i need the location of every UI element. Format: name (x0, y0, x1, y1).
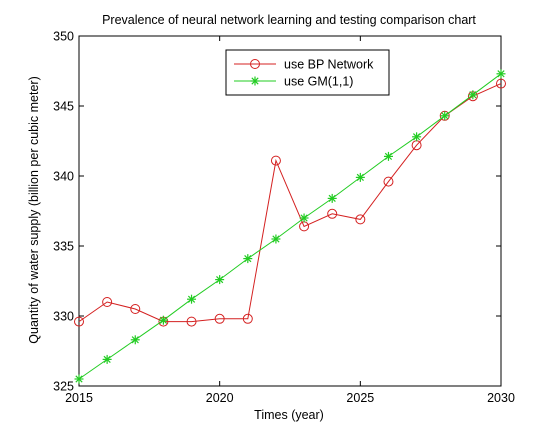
y-tick-label: 325 (53, 380, 74, 394)
y-axis-label: Quantity of water supply (billion per cu… (27, 76, 41, 343)
series-1-point (468, 90, 478, 100)
x-tick-label: 2015 (65, 391, 93, 405)
series-0-point (74, 316, 84, 327)
x-tick-label: 2025 (346, 391, 374, 405)
series-1-point (299, 213, 309, 223)
y-tick-label: 350 (53, 30, 74, 44)
series-1-point (130, 335, 140, 345)
x-tick-label: 2020 (206, 391, 234, 405)
series-0-point (242, 313, 253, 324)
legend-label-1: use GM(1,1) (284, 75, 353, 89)
series-0-point (355, 214, 366, 225)
legend-box (225, 49, 390, 96)
y-axis-ticks: 325 330 335 340 345 350 (53, 30, 501, 394)
series-1-point (74, 374, 84, 384)
series-1-point (355, 172, 365, 182)
legend-label-0: use BP Network (284, 58, 374, 72)
series-1-point (102, 354, 112, 364)
series-line-0 (78, 83, 502, 323)
y-tick-label: 345 (53, 100, 74, 114)
y-tick-label: 335 (53, 240, 74, 254)
series-0-point (383, 176, 394, 187)
series-1-point (215, 275, 225, 285)
series-line-1 (78, 73, 502, 380)
series-1-point (158, 315, 168, 325)
series-0-point (130, 304, 141, 314)
legend: use BP Network use GM(1,1) (225, 49, 390, 96)
series-1-point (383, 151, 393, 161)
series-1-point (187, 294, 197, 304)
legend-marker-1 (250, 76, 260, 86)
series-layer (74, 69, 506, 384)
y-tick-label: 330 (53, 310, 74, 324)
series-1-point (496, 69, 506, 79)
series-1-point (440, 111, 450, 121)
series-0-point (327, 208, 338, 219)
series-0-point (102, 297, 113, 307)
series-0-point (496, 78, 506, 89)
series-1-point (327, 193, 337, 203)
series-1-point (412, 132, 422, 142)
series-1-point (243, 254, 253, 264)
series-0-point (186, 316, 197, 327)
legend-marker-0 (250, 59, 260, 69)
chart-title: Prevalence of neural network learning an… (102, 13, 476, 27)
series-0-point (214, 313, 225, 324)
series-0-point (270, 155, 281, 166)
series-1-point (271, 234, 281, 244)
x-tick-label: 2030 (487, 391, 515, 405)
x-axis-label: Times (year) (254, 408, 324, 422)
y-tick-label: 340 (53, 170, 74, 184)
